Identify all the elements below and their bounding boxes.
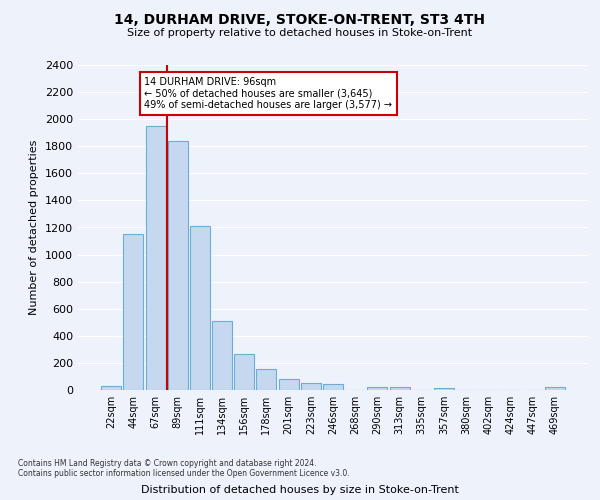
Bar — [190, 226, 210, 390]
Bar — [545, 388, 565, 390]
Bar — [256, 369, 277, 390]
Bar — [124, 234, 143, 390]
Text: 14, DURHAM DRIVE, STOKE-ON-TRENT, ST3 4TH: 14, DURHAM DRIVE, STOKE-ON-TRENT, ST3 4T… — [115, 12, 485, 26]
Bar — [234, 354, 254, 390]
Bar — [212, 321, 232, 390]
Text: 14 DURHAM DRIVE: 96sqm
← 50% of detached houses are smaller (3,645)
49% of semi-: 14 DURHAM DRIVE: 96sqm ← 50% of detached… — [145, 77, 392, 110]
Bar — [301, 383, 321, 390]
Bar — [367, 386, 388, 390]
Bar — [146, 126, 166, 390]
Bar — [101, 386, 121, 390]
Text: Distribution of detached houses by size in Stoke-on-Trent: Distribution of detached houses by size … — [141, 485, 459, 495]
Bar — [389, 388, 410, 390]
Y-axis label: Number of detached properties: Number of detached properties — [29, 140, 40, 315]
Bar — [168, 141, 188, 390]
Bar — [323, 384, 343, 390]
Text: Contains public sector information licensed under the Open Government Licence v3: Contains public sector information licen… — [18, 468, 350, 477]
Text: Size of property relative to detached houses in Stoke-on-Trent: Size of property relative to detached ho… — [127, 28, 473, 38]
Bar — [434, 388, 454, 390]
Bar — [278, 379, 299, 390]
Text: Contains HM Land Registry data © Crown copyright and database right 2024.: Contains HM Land Registry data © Crown c… — [18, 458, 317, 468]
